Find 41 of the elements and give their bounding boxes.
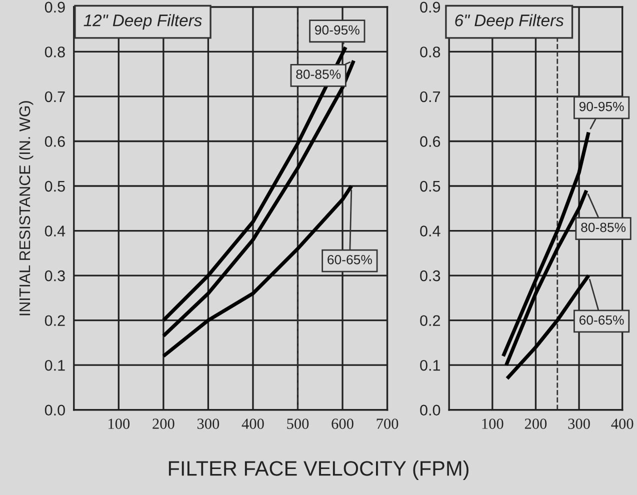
series-label: 60-65% [579,315,624,325]
y-tick-label: 0.9 [420,2,440,13]
x-tick-label: 200 [152,418,174,429]
y-tick-label: 0.9 [44,2,65,13]
x-tick-label: 300 [197,418,220,429]
x-tick-label: 400 [611,418,634,429]
x-tick-label: 600 [332,418,354,429]
x-tick-label: 500 [287,418,309,429]
series-label: 90-95% [579,102,624,112]
y-tick-label: 0.2 [420,315,440,326]
y-tick-label: 0.0 [44,404,65,416]
y-tick-label: 0.6 [420,136,440,147]
y-tick-label: 0.8 [44,46,65,58]
chart-title: 6" Deep Filters [455,14,564,30]
y-tick-label: 0.7 [420,91,440,102]
series-label: 80-85% [581,222,626,232]
y-tick-label: 0.1 [420,360,440,371]
y-axis-title: INITIAL RESISTANCE (IN. WG) [18,101,34,316]
x-tick-label: 200 [524,418,547,429]
y-tick-label: 0.4 [44,226,66,236]
series-label: 80-85% [296,70,341,79]
y-tick-label: 0.5 [420,180,440,192]
x-tick-label: 100 [108,418,130,429]
x-tick-label: 300 [568,418,590,429]
chart-title: 12" Deep Filters [84,14,202,30]
y-tick-label: 0.7 [44,91,65,102]
y-tick-label: 0.3 [420,270,440,282]
series-label: 90-95% [315,25,360,35]
series-label: 60-65% [328,254,372,264]
y-tick-label: 0.6 [44,136,65,147]
y-tick-label: 0.8 [420,46,440,58]
y-tick-label: 0.4 [420,226,440,236]
y-tick-label: 0.2 [44,315,65,326]
y-tick-label: 0.0 [420,404,440,416]
x-tick-label: 400 [242,418,264,429]
x-axis-title: FILTER FACE VELOCITY (FPM) [168,460,468,480]
x-tick-label: 700 [376,418,398,429]
y-tick-label: 0.1 [44,360,65,371]
y-tick-label: 0.3 [44,270,65,282]
y-tick-label: 0.5 [44,180,65,192]
x-tick-label: 100 [482,418,504,429]
